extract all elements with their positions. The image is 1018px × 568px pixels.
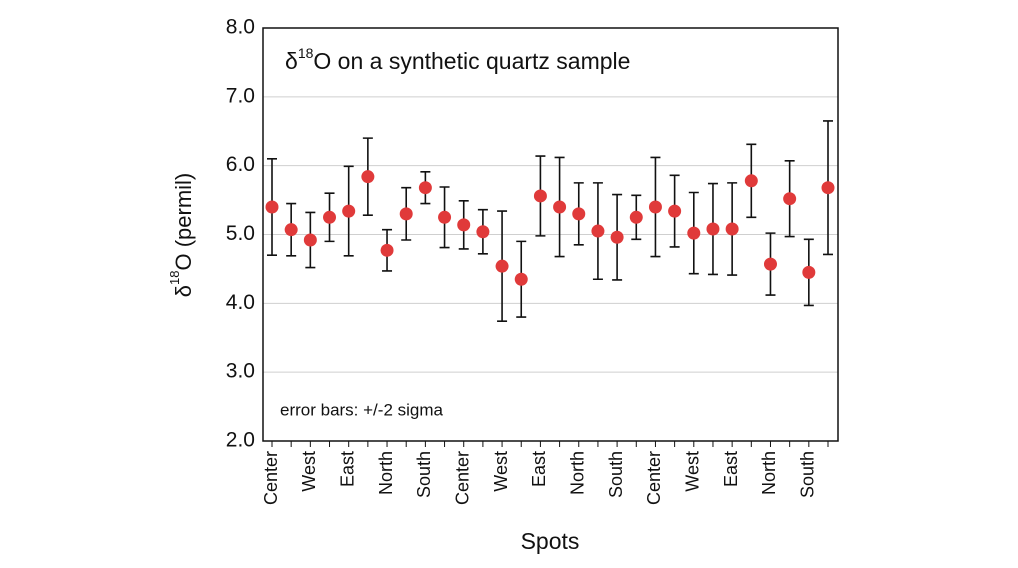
point xyxy=(495,259,509,273)
point xyxy=(361,170,375,184)
title-superscript: 18 xyxy=(298,45,314,61)
y-label-symbol: δ xyxy=(171,285,196,297)
y-tick-label: 8.0 xyxy=(226,16,255,39)
y-tick-label: 5.0 xyxy=(226,222,255,245)
point xyxy=(514,272,528,286)
point xyxy=(303,233,317,247)
point xyxy=(418,181,432,195)
point xyxy=(572,207,586,221)
annotation: error bars: +/-2 sigma xyxy=(280,400,444,419)
x-tick-label: North xyxy=(568,451,588,495)
point xyxy=(457,218,471,232)
point xyxy=(265,200,279,214)
point xyxy=(744,174,758,188)
title-rest: O on a synthetic quartz sample xyxy=(313,48,630,74)
x-tick-label: South xyxy=(606,451,626,498)
x-tick-label: South xyxy=(414,451,434,498)
point xyxy=(648,200,662,214)
x-tick-label: South xyxy=(798,451,818,498)
point xyxy=(706,222,720,236)
y-label-superscript: 18 xyxy=(167,271,182,285)
x-tick-label: West xyxy=(683,451,703,492)
point xyxy=(725,222,739,236)
x-axis-label: Spots xyxy=(521,528,580,554)
x-tick-label: East xyxy=(721,451,741,487)
point xyxy=(802,265,816,279)
point xyxy=(342,204,356,218)
plot-frame xyxy=(262,27,839,442)
y-axis-label: δ18O (permil) xyxy=(167,173,195,298)
y-tick-label: 3.0 xyxy=(226,360,255,383)
point xyxy=(438,210,452,224)
point xyxy=(399,207,413,221)
x-tick-label: West xyxy=(299,451,319,492)
point xyxy=(533,189,547,203)
x-tick-label: North xyxy=(376,451,396,495)
point xyxy=(284,223,298,237)
title-symbol: δ xyxy=(285,48,298,74)
x-tick-label: East xyxy=(529,451,549,487)
point xyxy=(323,210,337,224)
x-tick-label: East xyxy=(337,451,357,487)
chart-title: δ18O on a synthetic quartz sample xyxy=(285,45,630,74)
point xyxy=(591,224,605,238)
y-tick-label: 2.0 xyxy=(226,429,255,452)
x-tick-label: Center xyxy=(644,451,664,505)
x-tick-label: Center xyxy=(452,451,472,505)
y-label-rest: O (permil) xyxy=(171,173,196,271)
point xyxy=(553,200,567,214)
x-tick-label: North xyxy=(759,451,779,495)
point xyxy=(687,226,701,240)
point xyxy=(668,204,682,218)
point xyxy=(610,230,624,244)
y-tick-label: 7.0 xyxy=(226,84,255,107)
x-tick-label: West xyxy=(491,451,511,492)
point xyxy=(380,243,394,257)
y-tick-label: 4.0 xyxy=(226,291,255,314)
x-tick-label: Center xyxy=(261,451,281,505)
point xyxy=(763,257,777,271)
y-tick-label: 6.0 xyxy=(226,153,255,176)
point xyxy=(783,192,797,206)
point xyxy=(629,210,643,224)
point xyxy=(821,181,835,195)
point xyxy=(476,225,490,239)
